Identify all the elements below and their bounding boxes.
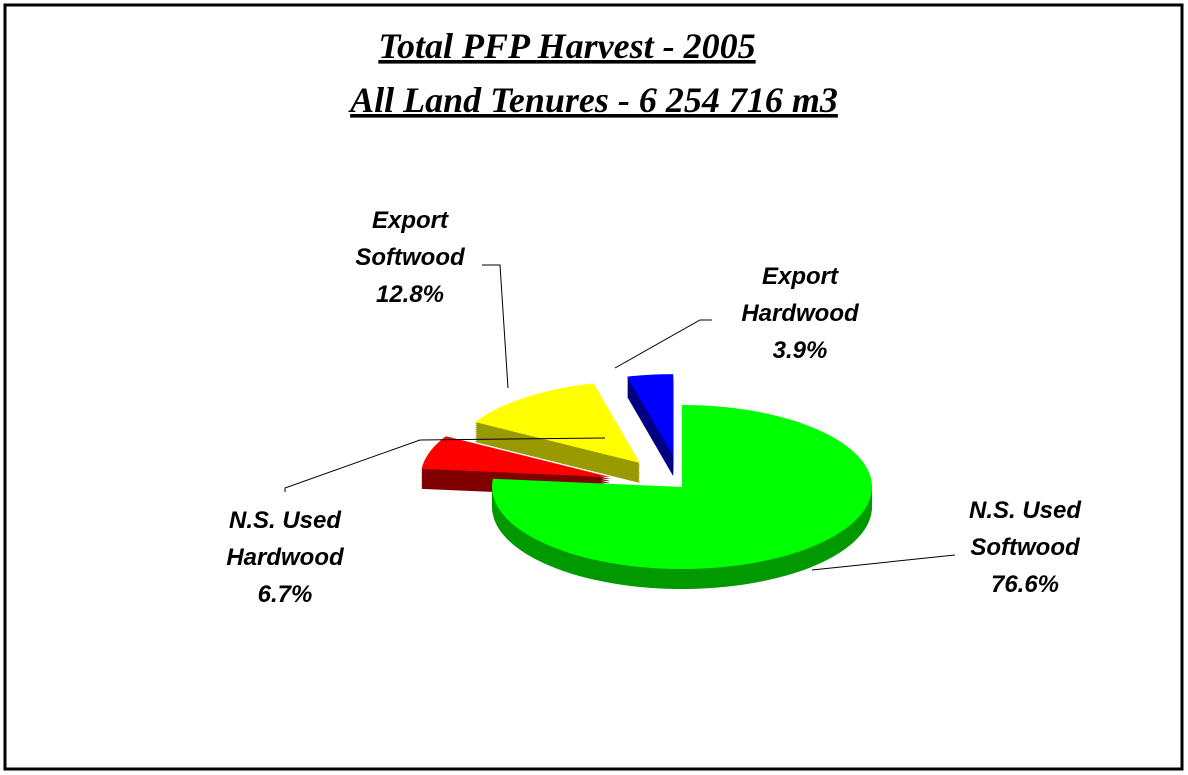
slice-label-name: Export Hardwood	[741, 263, 860, 327]
leader-line	[284, 437, 606, 492]
leader-line	[811, 554, 956, 571]
slice-label-line: Softwood	[355, 244, 466, 271]
slice	[475, 383, 640, 463]
labels: N.S. Used Softwood 76.6% N.S. Used Hardwood 6…	[226, 207, 1082, 608]
slice-label-name: Export Softwood	[355, 207, 466, 271]
slice-value-label: 3.9%	[773, 337, 828, 364]
slice-label: Export Hardwood 3.9%	[741, 263, 860, 364]
slice-value-label: 6.7%	[258, 581, 313, 608]
chart-title: Total PFP Harvest - 2005	[378, 26, 755, 66]
pie	[421, 374, 873, 589]
slice	[421, 436, 611, 478]
chart-subtitle: All Land Tenures - 6 254 716 m3	[348, 80, 838, 120]
slice	[492, 405, 873, 569]
slice-label-line: Export	[372, 207, 449, 234]
slice-label-line: Softwood	[970, 534, 1081, 561]
slice-label: N.S. Used Softwood 76.6%	[969, 497, 1082, 598]
slice-label-name: N.S. Used Hardwood	[226, 507, 345, 571]
slice-label-line: N.S. Used	[969, 497, 1082, 524]
slice-value-label: 76.6%	[991, 571, 1059, 598]
slice-label-line: Hardwood	[741, 300, 860, 327]
slice-label-line: Export	[762, 263, 839, 290]
leader-line	[614, 319, 712, 369]
slice	[627, 374, 674, 457]
slice-label-line: Hardwood	[226, 544, 345, 571]
slice-label: Export Softwood 12.8%	[355, 207, 466, 308]
slice-value-label: 12.8%	[376, 281, 444, 308]
slice-label: N.S. Used Hardwood 6.7%	[226, 507, 345, 608]
leader-line	[482, 264, 509, 389]
slice-label-line: N.S. Used	[229, 507, 342, 534]
slice-label-name: N.S. Used Softwood	[969, 497, 1082, 561]
